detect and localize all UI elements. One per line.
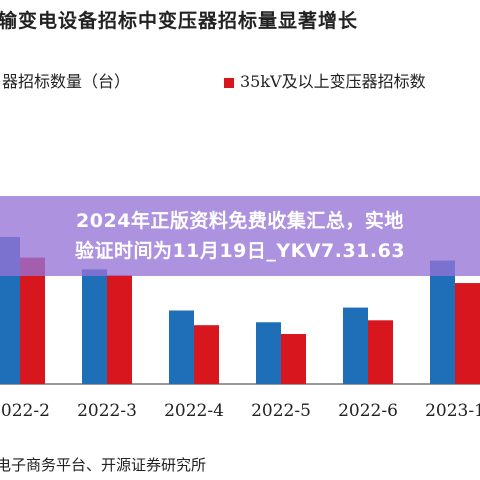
banner-line-1: 2024年正版资料免费收集汇总，实地 xyxy=(76,210,404,232)
bar-series-1-2022-3 xyxy=(82,269,107,384)
banner-line-2: 验证时间为11月19日_YKV7.31.63 xyxy=(74,240,406,262)
x-tick-label: 2022-6 xyxy=(338,401,398,421)
chart-title: 输变电设备招标中变压器招标量显著增长 xyxy=(0,10,359,32)
legend-label-series-2: 35kV及以上变压器招标数 xyxy=(240,72,426,91)
overlay-banner: 2024年正版资料免费收集汇总，实地 验证时间为11月19日_YKV7.31.6… xyxy=(0,196,480,276)
x-tick-labels: 2022-2 2022-3 2022-4 2022-5 2022-6 2023-1 xyxy=(0,401,480,421)
legend-swatch-series-2 xyxy=(224,77,234,88)
x-tick-label: 2023-1 xyxy=(425,401,480,421)
x-tick-label: 2022-4 xyxy=(164,401,224,421)
x-tick-label: 2022-3 xyxy=(77,401,137,421)
legend-item-series-2: 35kV及以上变压器招标数 xyxy=(224,68,426,92)
bar-series-1-2022-6 xyxy=(343,307,368,384)
bar-series-1-2022-4 xyxy=(169,310,194,384)
x-tick-label: 2022-2 xyxy=(0,401,50,421)
bar-series-1-2023-1 xyxy=(430,260,455,384)
bar-series-2-2022-2 xyxy=(20,257,45,384)
bar-series-1-2022-5 xyxy=(256,322,281,384)
bar-series-2-2023-1 xyxy=(455,283,480,384)
source-note: 电子商务平台、开源证券研究所 xyxy=(0,456,207,474)
bar-series-2-2022-3 xyxy=(107,275,132,384)
bar-series-2-2022-4 xyxy=(194,325,219,384)
bar-series-2-2022-6 xyxy=(368,320,393,384)
bars-group xyxy=(0,237,480,384)
x-tick-label: 2022-5 xyxy=(251,401,311,421)
legend-item-series-1: 器招标数量（台） xyxy=(0,68,130,92)
legend-label-series-1: 器招标数量（台） xyxy=(2,72,131,91)
bar-series-2-2022-5 xyxy=(281,334,306,384)
